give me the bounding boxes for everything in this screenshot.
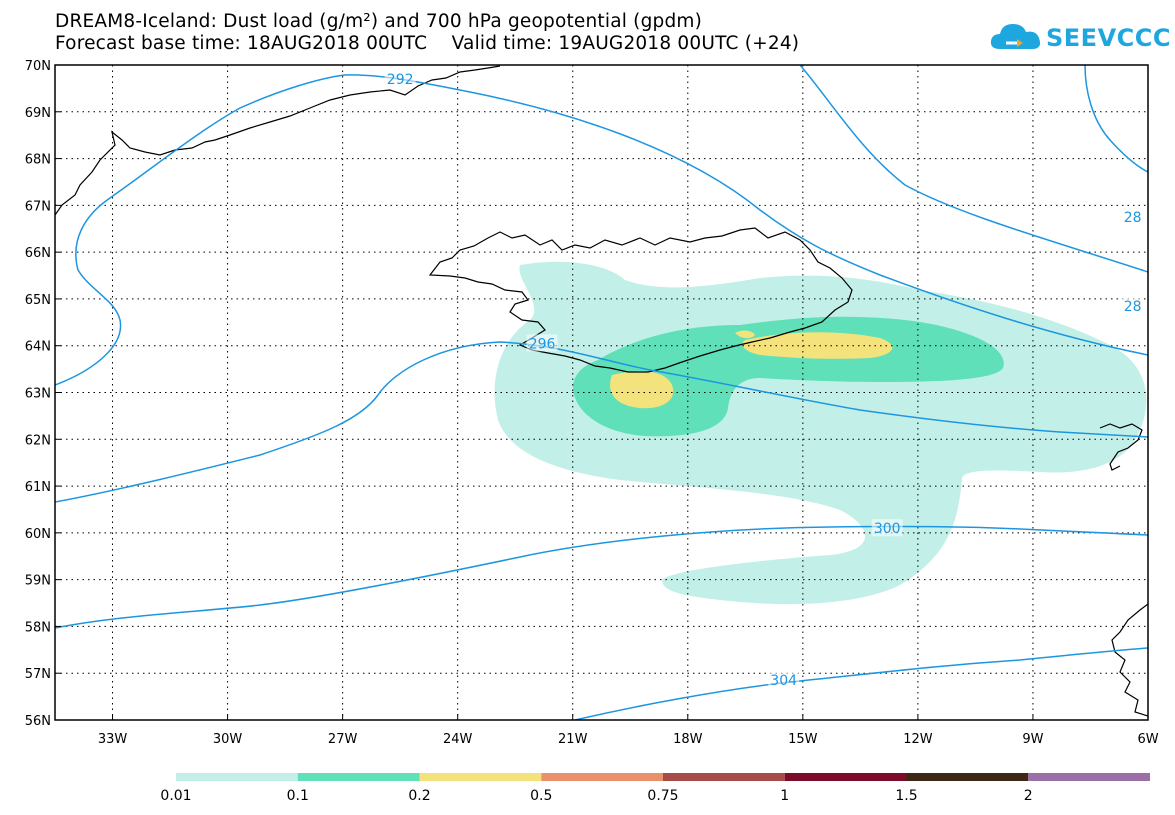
contour-288-b: [1084, 65, 1148, 173]
contour-296: [55, 341, 1148, 503]
colorbar-segment: [541, 773, 663, 781]
contour-label: 28: [1124, 210, 1142, 226]
colorbar-label: 2: [1024, 788, 1033, 804]
colorbar-label: 0.1: [287, 788, 309, 804]
seevccc-logo: SEEVCCC: [988, 17, 1171, 57]
colorbar-label: 0.75: [647, 788, 678, 804]
contour-label: 28: [1124, 299, 1142, 315]
colorbar-label: 1: [780, 788, 789, 804]
colorbar-label: 0.01: [160, 788, 191, 804]
colorbar-segment: [663, 773, 785, 781]
lon-tick-label: 15W: [788, 732, 818, 747]
contour-label-bg: [768, 671, 800, 689]
lat-tick-label: 68N: [25, 153, 51, 168]
colorbar-legend: 0.01 0.1 0.2 0.5 0.75 1 1.5 2: [160, 773, 1150, 804]
axis-labels: 33W 30W 27W 24W 21W 18W 15W 12W 9W 6W 70N 69N 68N 67N…: [25, 59, 1159, 747]
contour-304: [574, 647, 1148, 720]
lat-tick-label: 56N: [25, 714, 51, 729]
colorbar-label: 1.5: [895, 788, 917, 804]
contour-labels: 292 296 300 304 28 28: [384, 70, 1144, 689]
lat-tick-label: 57N: [25, 667, 51, 682]
lat-tick-label: 70N: [25, 59, 51, 74]
lon-tick-label: 33W: [98, 732, 128, 747]
contour-label: 300: [874, 521, 901, 537]
cloud-logo-icon: [990, 24, 1041, 49]
graticule: [55, 65, 1148, 720]
contour-label-bg: [384, 70, 416, 88]
colorbar-segment: [297, 773, 420, 781]
lon-tick-label: 30W: [213, 732, 243, 747]
colorbar-segment: [906, 773, 1029, 781]
colorbar-segment: [419, 773, 542, 781]
lat-tick-label: 63N: [25, 387, 51, 402]
colorbar-segment: [176, 773, 298, 781]
contour-label-bg: [871, 519, 903, 537]
scotland-coastline: [1111, 603, 1148, 717]
lat-tick-label: 67N: [25, 199, 51, 214]
contour-label-bg: [526, 334, 558, 352]
contour-label: 296: [529, 336, 556, 352]
dust-shading-layer: [494, 261, 1147, 605]
dust-area-0-01: [494, 261, 1147, 605]
dust-area-0-2-small: [735, 330, 755, 339]
contour-label-bg: [1121, 296, 1144, 314]
iceland-coastline: [428, 227, 853, 373]
colorbar-label: 0.5: [530, 788, 552, 804]
contour-label-bg: [1121, 208, 1144, 226]
lon-tick-label: 24W: [443, 732, 473, 747]
lon-tick-label: 18W: [673, 732, 703, 747]
lat-tick-label: 62N: [25, 433, 51, 448]
dust-area-0-2-east: [742, 332, 893, 359]
logo-text: SEEVCCC: [1046, 24, 1171, 52]
contour-label: 292: [387, 72, 414, 88]
contour-label: 304: [770, 673, 797, 689]
contour-292: [55, 74, 1148, 386]
lon-tick-label: 6W: [1137, 732, 1158, 747]
faroe-coastline: [1099, 423, 1143, 471]
contour-288-a: [799, 65, 1148, 273]
lat-tick-label: 69N: [25, 106, 51, 121]
lon-tick-label: 27W: [328, 732, 358, 747]
colorbar-segment: [1028, 773, 1150, 781]
lat-tick-label: 59N: [25, 574, 51, 589]
dust-area-0-1: [572, 316, 1004, 437]
lon-tick-label: 21W: [558, 732, 588, 747]
colorbar-label: 0.2: [408, 788, 430, 804]
lon-tick-label: 9W: [1022, 732, 1043, 747]
colorbar-segment: [784, 773, 907, 781]
geopotential-contours: [55, 65, 1148, 720]
map-subtitle: Forecast base time: 18AUG2018 00UTC Vali…: [55, 33, 800, 54]
lon-tick-label: 12W: [903, 732, 933, 747]
contour-300: [55, 525, 1148, 629]
lat-tick-label: 60N: [25, 527, 51, 542]
coastlines: [55, 65, 1148, 717]
lat-tick-label: 65N: [25, 293, 51, 308]
dust-area-0-2-west: [610, 371, 674, 409]
greenland-coastline: [55, 65, 501, 216]
lat-tick-label: 64N: [25, 340, 51, 355]
lat-tick-label: 66N: [25, 246, 51, 261]
lat-tick-label: 61N: [25, 480, 51, 495]
lat-tick-label: 58N: [25, 620, 51, 635]
map-title: DREAM8-Iceland: Dust load (g/m²) and 700…: [55, 11, 703, 32]
